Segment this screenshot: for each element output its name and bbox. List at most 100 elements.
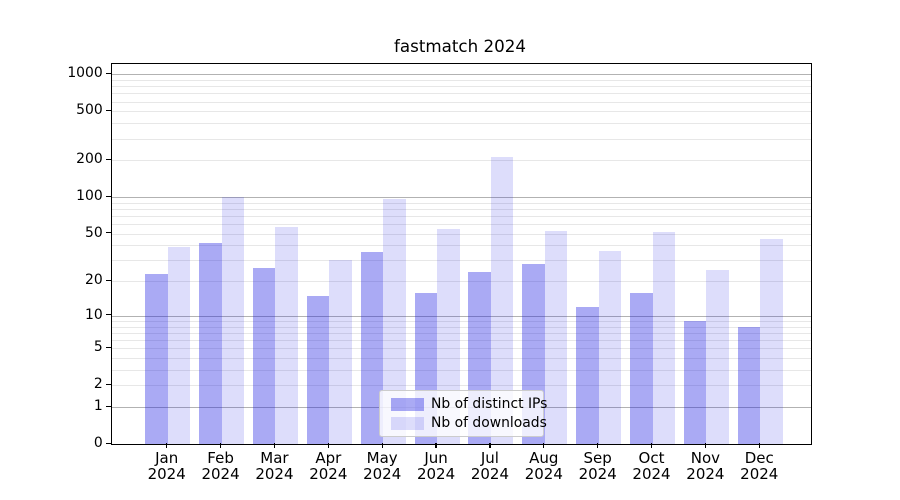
x-tick-label-oct: Oct 2024: [632, 449, 671, 483]
x-tick-mark: [273, 443, 276, 448]
x-tick-mark: [166, 443, 168, 448]
y-tick-mark: [105, 72, 111, 74]
gridline-minor: [111, 101, 811, 103]
x-tick-mark: [381, 443, 383, 448]
bar-downloads-may: [383, 198, 406, 445]
bar-ips-oct: [630, 292, 653, 445]
x-tick-mark: [704, 443, 706, 448]
gridline-minor: [111, 320, 811, 322]
bar-downloads-aug: [544, 230, 568, 445]
legend-swatch-downloads: [390, 416, 424, 430]
x-tick-mark: [597, 443, 599, 448]
y-tick-label: 500: [76, 102, 103, 119]
gridline-minor: [111, 245, 811, 247]
y-tick-mark: [105, 195, 111, 197]
x-tick-mark: [327, 443, 329, 448]
gridline-minor: [111, 93, 811, 95]
bar-downloads-nov: [706, 269, 729, 445]
gridline-minor: [111, 332, 811, 334]
y-tick-mark: [105, 346, 111, 348]
gridline-minor: [111, 160, 811, 162]
legend-swatch-distinct-ips: [390, 397, 424, 411]
x-tick-mark: [543, 443, 545, 448]
gridline-minor: [111, 260, 811, 262]
x-tick-label-mar: Mar 2024: [255, 449, 294, 483]
y-tick-mark: [105, 158, 111, 160]
x-tick-label-nov: Nov 2024: [686, 449, 725, 483]
gridline-minor: [111, 208, 811, 210]
bar-ips-feb: [199, 242, 222, 445]
gridline-minor: [111, 138, 811, 140]
y-tick-mark: [105, 109, 111, 111]
x-tick-mark: [435, 443, 437, 448]
legend: Nb of distinct IPs Nb of downloads: [378, 390, 547, 437]
x-tick-label-dec: Dec 2024: [740, 449, 779, 483]
gridline-minor: [111, 233, 811, 235]
bar-ips-nov: [683, 320, 707, 445]
gridline-minor: [111, 385, 811, 387]
y-tick-mark: [105, 279, 111, 281]
gridline-minor: [111, 202, 811, 204]
x-tick-mark: [650, 443, 653, 448]
x-tick-mark: [219, 443, 222, 448]
y-tick-mark: [105, 405, 111, 407]
x-tick-mark: [489, 443, 491, 448]
y-tick-label: 5: [93, 339, 103, 356]
bar-downloads-dec: [760, 239, 783, 445]
gridline-major: [111, 315, 811, 317]
y-tick-label: 200: [76, 151, 103, 168]
gridline-minor: [111, 111, 811, 113]
y-tick-label: 100: [76, 188, 103, 205]
y-tick-mark: [105, 442, 111, 444]
y-tick-label: 20: [85, 272, 103, 289]
bar-ips-apr: [306, 295, 330, 445]
legend-label-downloads: Nb of downloads: [431, 415, 547, 431]
bar-ips-may: [360, 252, 384, 445]
x-tick-label-aug: Aug 2024: [524, 449, 563, 483]
legend-label-distinct-ips: Nb of distinct IPs: [431, 396, 548, 412]
gridline-minor: [111, 370, 811, 372]
gridline-minor: [111, 340, 811, 342]
x-tick-label-may: May 2024: [363, 449, 402, 483]
gridline-major: [111, 197, 811, 199]
gridline-minor: [111, 281, 811, 283]
y-tick-mark: [105, 383, 111, 386]
y-tick-label: 1000: [67, 65, 103, 82]
gridline-minor: [111, 348, 811, 350]
bar-downloads-jan: [167, 246, 191, 445]
bar-downloads-apr: [329, 260, 352, 445]
x-tick-label-jan: Jan 2024: [147, 449, 186, 483]
x-tick-mark: [758, 443, 760, 448]
y-tick-label: 1: [93, 398, 103, 415]
x-tick-label-apr: Apr 2024: [309, 449, 348, 483]
bar-ips-mar: [252, 267, 276, 445]
gridline-minor: [111, 123, 811, 125]
plot-area: [110, 62, 812, 446]
x-tick-label-sep: Sep 2024: [578, 449, 617, 483]
y-tick-label: 0: [93, 435, 103, 452]
x-tick-label-jul: Jul 2024: [470, 449, 509, 483]
bar-downloads-jul: [490, 156, 514, 445]
gridline-minor: [111, 224, 811, 226]
legend-entry-downloads: Nb of downloads: [390, 416, 547, 430]
bar-downloads-feb: [221, 197, 245, 445]
gridline-minor: [111, 326, 811, 328]
bar-downloads-sep: [598, 250, 622, 445]
x-tick-label-jun: Jun 2024: [416, 449, 456, 483]
x-tick-label-feb: Feb 2024: [201, 449, 240, 483]
y-tick-label: 10: [85, 306, 103, 323]
gridline-major: [111, 74, 811, 76]
bar-ips-sep: [576, 306, 599, 445]
bar-ips-dec: [737, 326, 761, 445]
bar-downloads-oct: [652, 231, 676, 445]
y-tick-mark: [105, 314, 111, 316]
gridline-minor: [111, 215, 811, 217]
bar-downloads-mar: [275, 226, 298, 445]
chart-title: fastmatch 2024: [394, 36, 526, 56]
gridline-minor: [111, 358, 811, 360]
legend-entry-distinct-ips: Nb of distinct IPs: [390, 397, 547, 411]
y-tick-label: 50: [85, 224, 103, 241]
bar-ips-jan: [145, 274, 168, 445]
gridline-minor: [111, 86, 811, 88]
